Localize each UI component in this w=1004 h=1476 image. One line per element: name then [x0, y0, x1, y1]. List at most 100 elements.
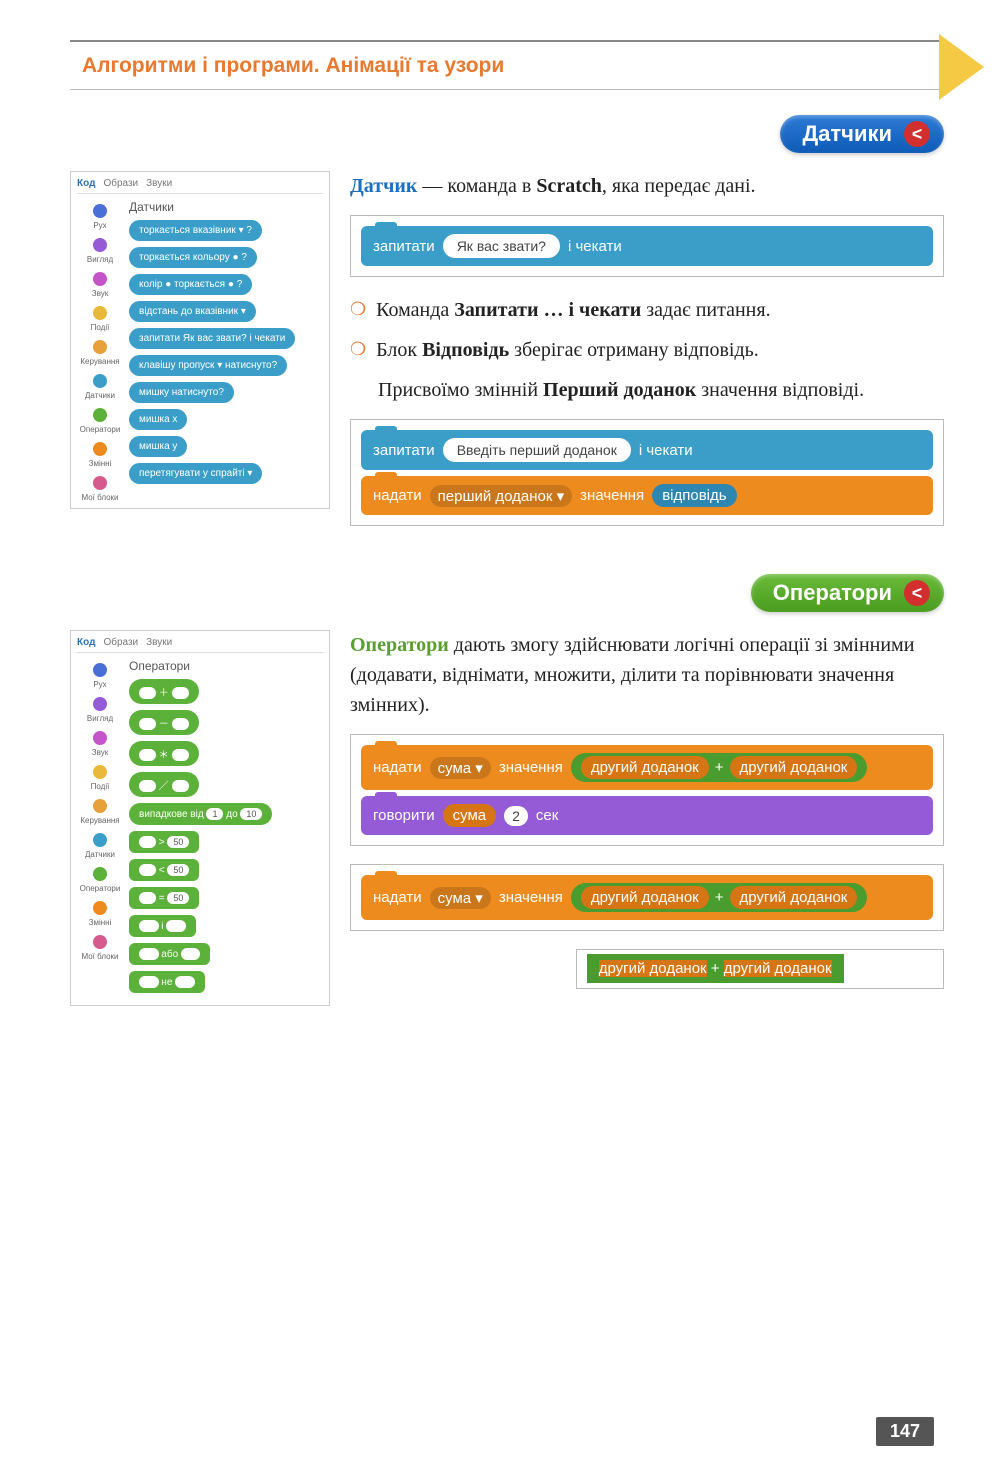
category-label: Оператори — [80, 885, 121, 893]
chapter-header: Алгоритми і програми. Анімації та узори — [70, 40, 944, 90]
category-dot — [93, 833, 107, 847]
tab-code: Код — [77, 178, 95, 189]
say-block: говорити сума 2 сек — [361, 796, 933, 835]
category-label: Рух — [93, 222, 106, 230]
plus-operator: другий доданок + другий доданок — [571, 883, 868, 912]
set-var-block: надати перший доданок ▾ значення відпові… — [361, 476, 933, 515]
compare-block: > 50 — [129, 831, 199, 853]
page-number: 147 — [876, 1417, 934, 1446]
sensor-block: торкається кольору ● ? — [129, 247, 257, 268]
category-dot — [93, 476, 107, 490]
logic-block: і — [129, 915, 196, 937]
ask-block-2: запитати Введіть перший доданок і чекати — [361, 430, 933, 470]
ask-block-demo: запитати Як вас звати? і чекати — [350, 215, 944, 277]
sensor-block: клавішу пропуск ▾ натиснуто? — [129, 355, 287, 376]
term-sensor: Датчик — [350, 175, 417, 197]
operators-definition: Оператори дають змогу здійснювати логічн… — [350, 630, 944, 720]
bullet-1: ❍ Команда Запитати … і чекати задає пита… — [350, 295, 944, 329]
compare-block: = 50 — [129, 887, 199, 909]
math-op-block: － — [129, 710, 199, 735]
sensor-block: мишка x — [129, 409, 187, 430]
tab-costumes: Образи — [103, 637, 138, 648]
plus-operator: другий доданок + другий доданок — [571, 753, 868, 782]
bullet-2: ❍ Блок Відповідь зберігає отриману відпо… — [350, 335, 944, 369]
assign-demo: запитати Введіть перший доданок і чекати… — [350, 419, 944, 526]
category-list: Рух Вигляд Звук Події Керування Датчики Операт… — [77, 659, 123, 999]
category-label: Події — [91, 783, 110, 791]
scratch-tabs: Код Образи Звуки — [77, 637, 323, 653]
category-label: Керування — [80, 817, 119, 825]
category-label: Мої блоки — [81, 494, 118, 502]
tab-sounds: Звуки — [146, 178, 172, 189]
chevron-icon: < — [904, 121, 930, 147]
sensors-badge: Датчики < — [780, 115, 944, 153]
category-dot — [93, 272, 107, 286]
chevron-icon: < — [904, 580, 930, 606]
category-dot — [93, 867, 107, 881]
operators-demo-1: надати сума ▾ значення другий доданок + … — [350, 734, 944, 846]
set-sum-block: надати сума ▾ значення другий доданок + … — [361, 745, 933, 790]
panel-title-sensors: Датчики — [129, 200, 323, 214]
scratch-sensors-panel: Код Образи Звуки РухВиглядЗвукПодіїКерув… — [70, 171, 330, 509]
compare-block: < 50 — [129, 859, 199, 881]
category-dot — [93, 697, 107, 711]
term-operators: Оператори — [350, 634, 449, 656]
sensor-block: перетягувати у спрайті ▾ — [129, 463, 262, 484]
operators-demo-3: другий доданок + другий доданок — [576, 949, 944, 989]
sensors-badge-label: Датчики — [802, 121, 892, 147]
scratch-operators-panel: Код Образи Звуки Рух Вигляд Звук Події Керув… — [70, 630, 330, 1006]
sensor-block: запитати Як вас звати? і чекати — [129, 328, 295, 349]
assign-text: Присвоїмо змінній Перший доданок значенн… — [378, 375, 944, 405]
category-dot — [93, 765, 107, 779]
category-label: Вигляд — [87, 715, 113, 723]
tab-code: Код — [77, 637, 95, 648]
category-label: Керування — [80, 358, 119, 366]
category-dot — [93, 901, 107, 915]
operators-badge: Оператори < — [751, 574, 944, 612]
sensor-block: відстань до вказівник ▾ — [129, 301, 256, 322]
answer-oval: відповідь — [652, 484, 736, 507]
scratch-tabs: Код Образи Звуки — [77, 178, 323, 194]
panel-title-operators: Оператори — [129, 659, 323, 673]
category-label: Вигляд — [87, 256, 113, 264]
category-dot — [93, 935, 107, 949]
ask-input: Як вас звати? — [443, 234, 560, 258]
category-label: Змінні — [89, 919, 112, 927]
operators-demo-2: надати сума ▾ значення другий доданок + … — [350, 864, 944, 931]
sensor-definition: Датчик — команда в Scratch, яка передає … — [350, 171, 944, 201]
category-dot — [93, 238, 107, 252]
random-block: випадкове від 1 до 10 — [129, 803, 272, 825]
category-label: Звук — [92, 749, 108, 757]
category-dot — [93, 799, 107, 813]
bullet-icon: ❍ — [350, 295, 366, 329]
logic-block: або — [129, 943, 210, 965]
category-label: Мої блоки — [81, 953, 118, 961]
scratch-ask-block: запитати Як вас звати? і чекати — [361, 226, 933, 266]
category-dot — [93, 204, 107, 218]
chapter-title: Алгоритми і програми. Анімації та узори — [70, 54, 504, 78]
bullet-icon: ❍ — [350, 335, 366, 369]
category-label: Рух — [93, 681, 106, 689]
category-label: Датчики — [85, 851, 115, 859]
sensor-block: торкається вказівник ▾ ? — [129, 220, 262, 241]
category-dot — [93, 408, 107, 422]
sensor-blocks: торкається вказівник ▾ ? торкається кольо… — [129, 220, 323, 490]
logic-block: не — [129, 971, 205, 993]
category-dot — [93, 374, 107, 388]
sensor-block: мишку натиснуто? — [129, 382, 234, 403]
tab-sounds: Звуки — [146, 637, 172, 648]
operator-blocks: ＋ － ＊ ／ випадкове від 1 до 10 > 50 < 50 … — [129, 679, 323, 999]
math-op-block: ／ — [129, 772, 199, 797]
category-list: РухВиглядЗвукПодіїКеруванняДатчикиОперат… — [77, 200, 123, 502]
category-dot — [93, 663, 107, 677]
category-label: Датчики — [85, 392, 115, 400]
category-dot — [93, 306, 107, 320]
category-label: Звук — [92, 290, 108, 298]
math-op-block: ＊ — [129, 741, 199, 766]
plus-operator-standalone: другий доданок + другий доданок — [587, 954, 844, 983]
sensor-block: мишка y — [129, 436, 187, 457]
operators-badge-label: Оператори — [773, 580, 892, 606]
category-label: Змінні — [89, 460, 112, 468]
category-dot — [93, 731, 107, 745]
sensor-block: колір ● торкається ● ? — [129, 274, 252, 295]
